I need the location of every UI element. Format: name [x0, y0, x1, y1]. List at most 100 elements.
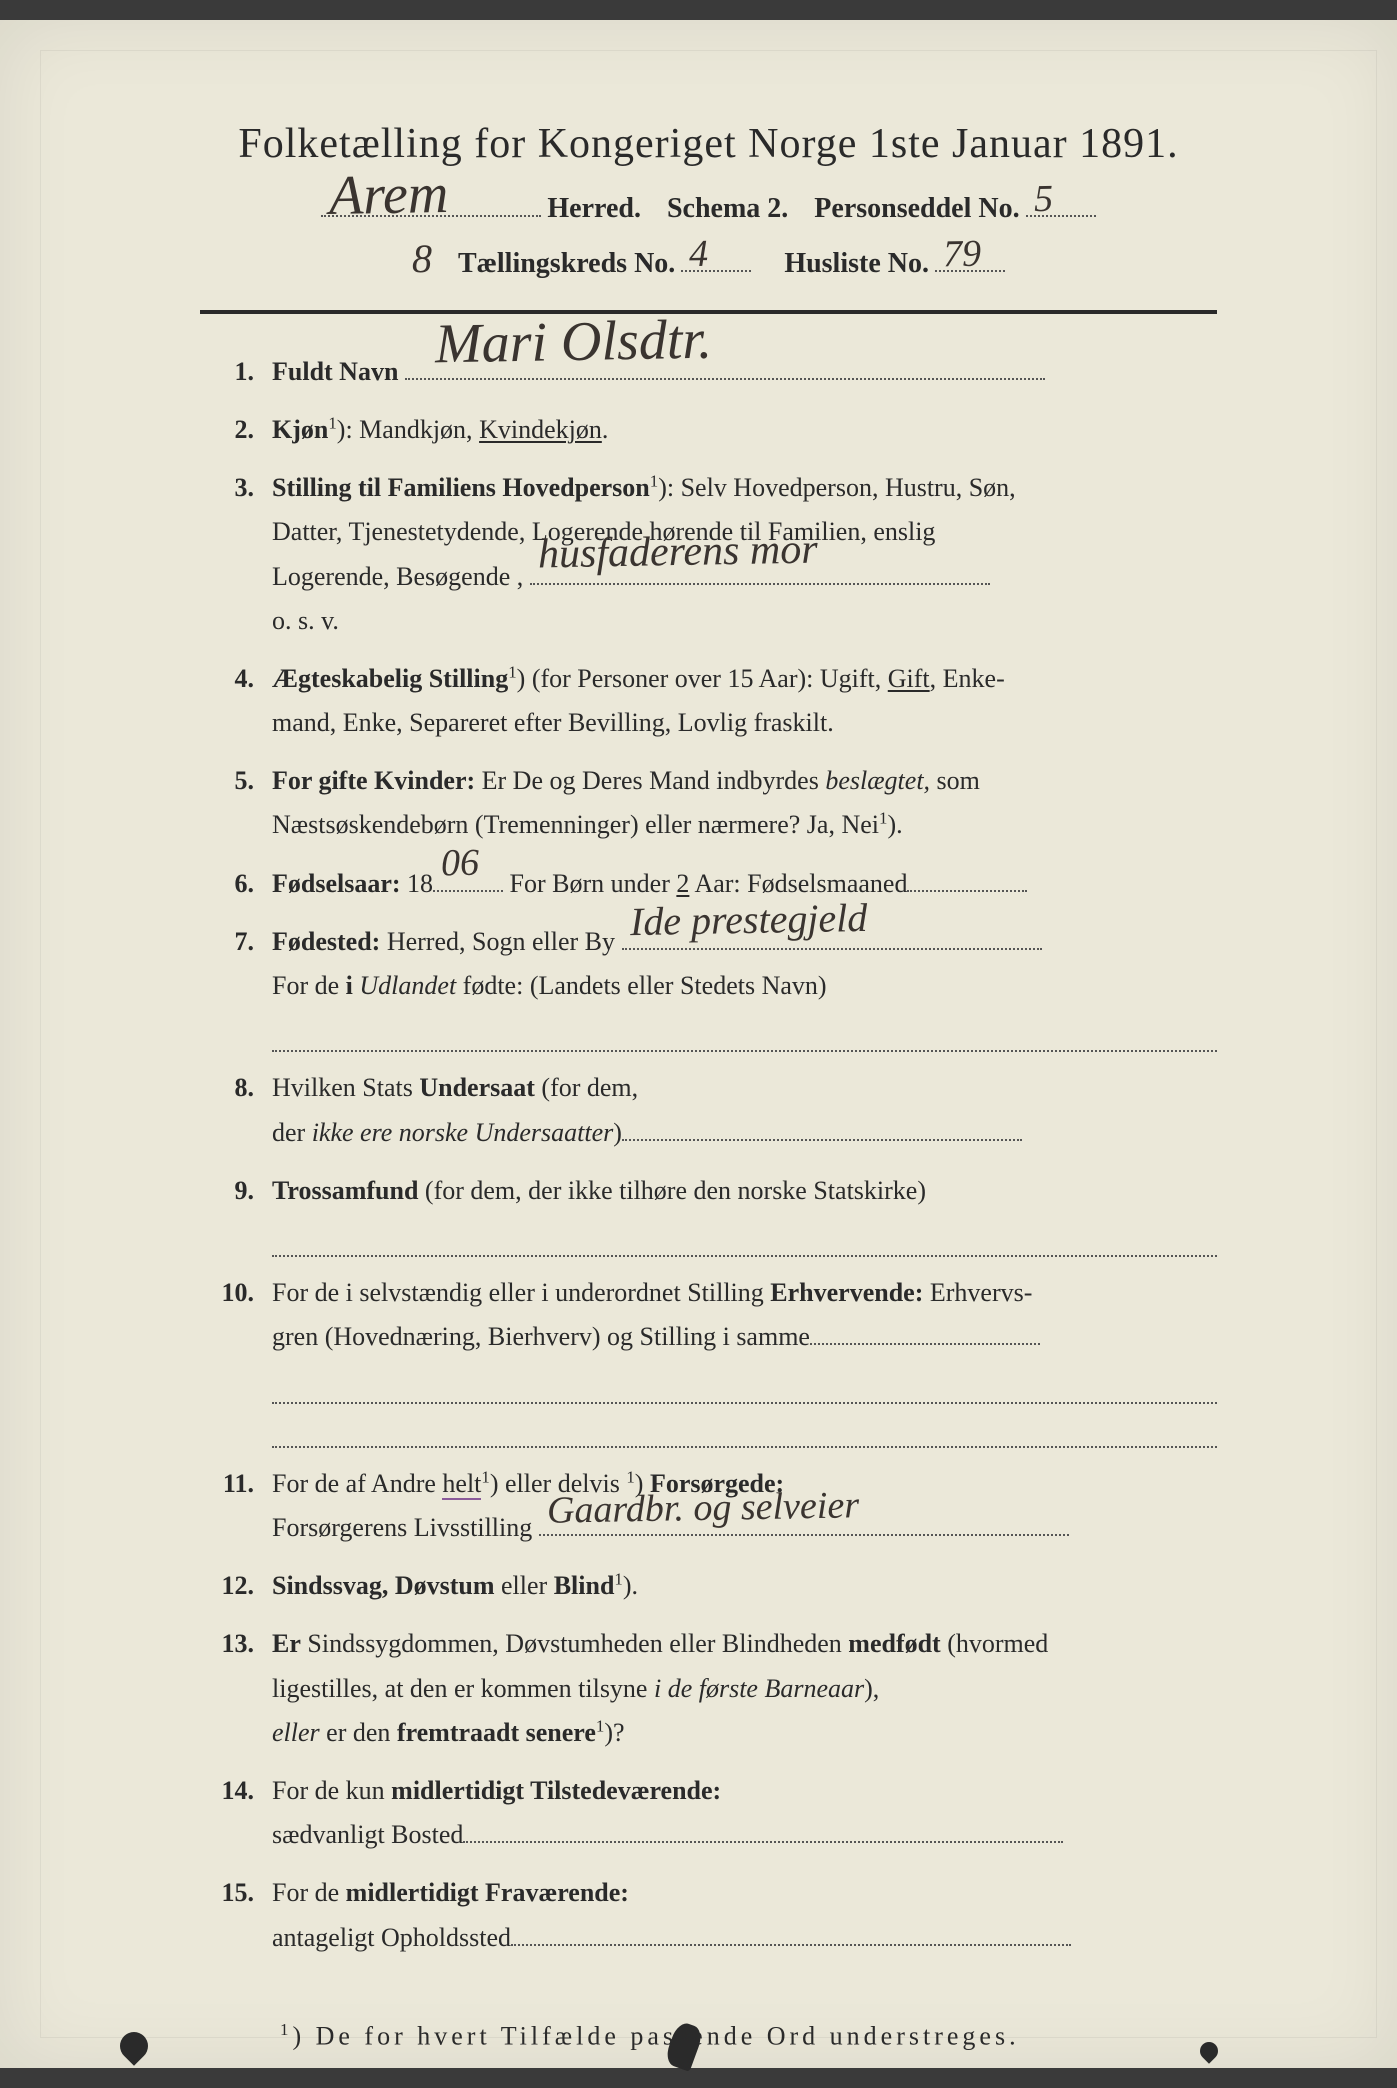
q5-lead: For gifte Kvinder:: [272, 766, 475, 795]
q9-lead: Trossamfund: [272, 1176, 418, 1205]
q15-lead: For de: [272, 1878, 346, 1907]
q5: 5. For gifte Kvinder: Er De og Deres Man…: [200, 759, 1217, 847]
q4-rest: ) (for Personer over 15 Aar): Ugift,: [517, 664, 888, 693]
q13-lead: Er: [272, 1629, 301, 1658]
q6-year-field: 06: [433, 863, 503, 892]
footnote: 1) De for hvert Tilfælde passende Ord un…: [200, 2020, 1217, 2052]
q8-rest: (for dem,: [535, 1073, 638, 1102]
q2-label-a: Kjøn: [272, 415, 328, 444]
herred-field: Arem: [321, 186, 541, 217]
q6-month-field: [907, 863, 1027, 892]
header-row-2: 8 Tællingskreds No. 4 Husliste No. 79: [200, 235, 1217, 282]
q9-body: Trossamfund (for dem, der ikke tilhøre d…: [272, 1169, 1217, 1257]
q14-bold: midlertidigt Tilstedeværende:: [391, 1776, 721, 1805]
q5-italic: beslægtet,: [825, 766, 930, 795]
q13-bold3: fremtraadt senere: [397, 1718, 596, 1747]
q10-blank-1: [272, 1367, 1217, 1403]
page-title: Folketælling for Kongeriget Norge 1ste J…: [200, 120, 1217, 168]
q11-line1a: For de af Andre: [272, 1469, 442, 1498]
q4-num: 4.: [200, 657, 254, 745]
q14-line2: sædvanligt Bosted: [272, 1820, 463, 1849]
q7-lead: Fødested:: [272, 927, 380, 956]
q14-body: For de kun midlertidigt Tilstedeværende:…: [272, 1769, 1217, 1857]
q10-blank-2: [272, 1412, 1217, 1448]
q12-num: 12.: [200, 1564, 254, 1608]
q7-line2c: Udlandet: [353, 971, 456, 1000]
q4-line2: mand, Enke, Separeret efter Bevilling, L…: [272, 708, 834, 737]
q10-line1c: Erhvervs-: [923, 1278, 1032, 1307]
q3-field: husfaderens mor: [530, 556, 990, 585]
q8: 8. Hvilken Stats Undersaat (for dem, der…: [200, 1066, 1217, 1154]
q13-line3b: er den: [320, 1718, 397, 1747]
kreds-label: Tællingskreds No.: [458, 248, 675, 280]
q7-body: Fødested: Herred, Sogn eller By Ide pres…: [272, 920, 1217, 1053]
q8-tail: ): [613, 1118, 622, 1147]
q5-body: For gifte Kvinder: Er De og Deres Mand i…: [272, 759, 1217, 847]
q15-body: For de midlertidigt Fraværende: antageli…: [272, 1871, 1217, 1959]
q5-tail: ).: [887, 810, 902, 839]
q7-hw: Ide prestegjeld: [629, 884, 867, 956]
q12: 12. Sindssvag, Døvstum eller Blind1).: [200, 1564, 1217, 1608]
q15: 15. For de midlertidigt Fraværende: anta…: [200, 1871, 1217, 1959]
q6-num: 6.: [200, 862, 254, 906]
q6-lead: Fødselsaar:: [272, 869, 401, 898]
q7-field: Ide prestegjeld: [622, 921, 1042, 950]
q5-num: 5.: [200, 759, 254, 847]
q4-lead: Ægteskabelig Stilling: [272, 664, 508, 693]
q7-num: 7.: [200, 920, 254, 1053]
q10-field-a: [810, 1317, 1040, 1346]
q3-lead: Stilling til Familiens Hovedperson: [272, 473, 650, 502]
q12-bold: Blind: [554, 1571, 615, 1600]
q1-field: Mari Olsdtr.: [405, 351, 1045, 380]
q4-rest2: , Enke-: [930, 664, 1005, 693]
q4-body: Ægteskabelig Stilling1) (for Personer ov…: [272, 657, 1217, 745]
husliste-hw: 79: [943, 231, 982, 276]
q10: 10. For de i selvstændig eller i underor…: [200, 1271, 1217, 1448]
q12-sup: 1: [614, 1570, 622, 1589]
q11-sup: 1: [481, 1467, 489, 1486]
q13: 13. Er Sindssygdommen, Døvstumheden elle…: [200, 1622, 1217, 1755]
q8-bold: Undersaat: [419, 1073, 535, 1102]
q5-rest2: som: [930, 766, 980, 795]
footnote-sup: 1: [280, 2020, 292, 2039]
q4-sup: 1: [508, 662, 516, 681]
q12-rest: eller: [495, 1571, 554, 1600]
kreds-hw: 4: [689, 232, 709, 276]
q1-hw: Mari Olsdtr.: [434, 292, 713, 392]
q2: 2. Kjøn1): Mandkjøn, Kvindekjøn.: [200, 408, 1217, 452]
husliste-label: Husliste No.: [784, 248, 929, 280]
q11-body: For de af Andre helt1) eller delvis 1) F…: [272, 1462, 1217, 1550]
q13-rest2: (hvormed: [941, 1629, 1049, 1658]
q8-body: Hvilken Stats Undersaat (for dem, der ik…: [272, 1066, 1217, 1154]
q1: 1. Fuldt Navn Mari Olsdtr.: [200, 350, 1217, 394]
q8-field: [622, 1112, 1022, 1141]
q3: 3. Stilling til Familiens Hovedperson1):…: [200, 466, 1217, 643]
q11-line2a: Forsørgerens Livsstilling: [272, 1513, 532, 1542]
q7-line2b: i: [346, 971, 353, 1000]
census-form-page: Folketælling for Kongeriget Norge 1ste J…: [0, 20, 1397, 2068]
q10-num: 10.: [200, 1271, 254, 1448]
q3-body: Stilling til Familiens Hovedperson1): Se…: [272, 466, 1217, 643]
q13-num: 13.: [200, 1622, 254, 1755]
q13-bold: medfødt: [848, 1629, 940, 1658]
q12-body: Sindssvag, Døvstum eller Blind1).: [272, 1564, 1217, 1608]
q3-sup: 1: [650, 472, 658, 491]
q6-year-hw: 06: [440, 831, 479, 896]
q13-body: Er Sindssygdommen, Døvstumheden eller Bl…: [272, 1622, 1217, 1755]
q7-line2d: fødte: (Landets eller Stedets Navn): [456, 971, 826, 1000]
q1-body: Fuldt Navn Mari Olsdtr.: [272, 350, 1217, 394]
q13-tail: )?: [604, 1718, 624, 1747]
q9: 9. Trossamfund (for dem, der ikke tilhør…: [200, 1169, 1217, 1257]
q15-field: [511, 1917, 1071, 1946]
q6-prefix: 18: [401, 869, 434, 898]
q7-blank-line: [272, 1016, 1217, 1052]
q7-rest: Herred, Sogn eller By: [380, 927, 615, 956]
herred-label: Herred.: [547, 193, 641, 225]
herred-handwriting: Arem: [329, 162, 449, 228]
personseddel-field: 5: [1026, 186, 1096, 217]
kreds-field: 4: [681, 241, 751, 272]
q3-line4: o. s. v.: [272, 606, 339, 635]
q8-num: 8.: [200, 1066, 254, 1154]
personseddel-hw: 5: [1033, 177, 1053, 221]
q3-line3a: Logerende, Besøgende ,: [272, 562, 523, 591]
